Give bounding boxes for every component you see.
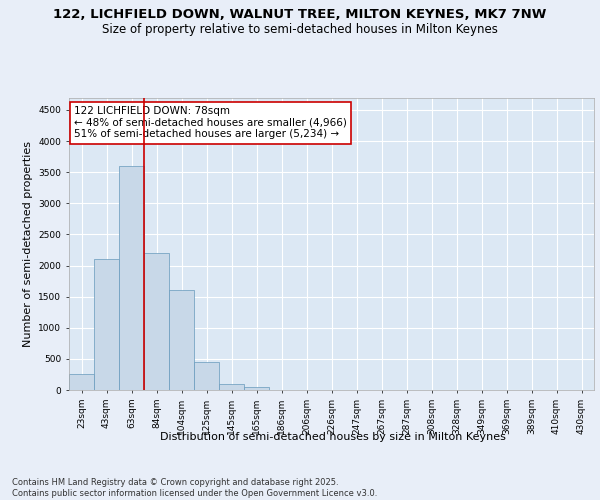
Bar xyxy=(69,374,94,390)
Bar xyxy=(244,387,269,390)
Text: 122 LICHFIELD DOWN: 78sqm
← 48% of semi-detached houses are smaller (4,966)
51% : 122 LICHFIELD DOWN: 78sqm ← 48% of semi-… xyxy=(74,106,347,140)
Bar xyxy=(169,290,194,390)
Bar xyxy=(219,384,244,390)
Bar xyxy=(144,253,169,390)
Bar xyxy=(194,362,219,390)
Text: Distribution of semi-detached houses by size in Milton Keynes: Distribution of semi-detached houses by … xyxy=(160,432,506,442)
Y-axis label: Number of semi-detached properties: Number of semi-detached properties xyxy=(23,141,33,347)
Text: 122, LICHFIELD DOWN, WALNUT TREE, MILTON KEYNES, MK7 7NW: 122, LICHFIELD DOWN, WALNUT TREE, MILTON… xyxy=(53,8,547,20)
Text: Size of property relative to semi-detached houses in Milton Keynes: Size of property relative to semi-detach… xyxy=(102,22,498,36)
Bar xyxy=(94,260,119,390)
Text: Contains HM Land Registry data © Crown copyright and database right 2025.
Contai: Contains HM Land Registry data © Crown c… xyxy=(12,478,377,498)
Bar xyxy=(119,166,144,390)
